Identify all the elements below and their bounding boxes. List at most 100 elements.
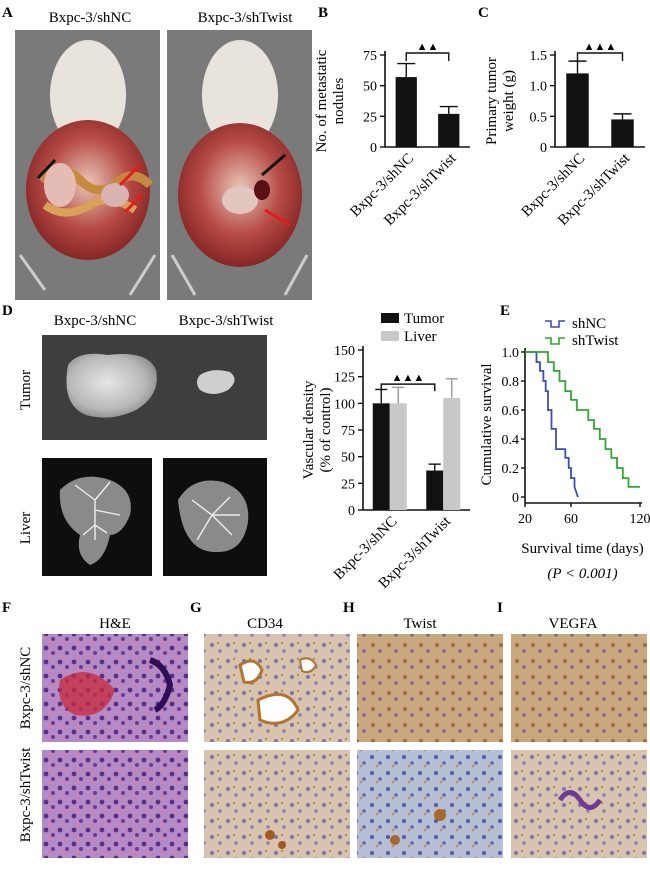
y-tick-label: 0.5 <box>530 110 548 125</box>
arrow-black-shnc <box>36 158 57 180</box>
chart-b: 0 25 50 75 No. of metastatic nodules Bxpc-3/sh… <box>314 41 470 229</box>
y-tick-label: 100 <box>334 397 355 412</box>
panel-d-col-label-shtwist: Bxpc-3/shTwist <box>179 313 275 329</box>
histology-he-shnc <box>42 634 188 742</box>
y-axis-label: Primary tumor <box>484 57 500 145</box>
arrow-red-shtwist <box>264 208 291 227</box>
survival-curve-shnc <box>525 351 579 498</box>
bar <box>395 77 417 147</box>
x-tick-label: 20 <box>518 512 532 527</box>
arrow-black-shtwist <box>261 153 286 177</box>
y-tick-label: 1.0 <box>530 80 548 95</box>
bar-tumor <box>426 470 444 510</box>
legend-label: shTwist <box>572 333 619 349</box>
tumor-image <box>42 335 267 440</box>
bar-liver <box>443 398 461 510</box>
y-tick-label: 50 <box>363 80 377 95</box>
chart-e: 0 0.2 0.4 0.6 0.8 1.0 20 60 120 Cumulative surviv… <box>479 316 650 582</box>
y-tick-label: 25 <box>363 110 377 125</box>
y-tick-label: 0.4 <box>502 433 520 448</box>
y-tick-label: 0.2 <box>502 462 520 477</box>
histology-twist-shnc <box>357 634 503 742</box>
y-tick-label: 25 <box>341 477 355 492</box>
stain-label-twist: Twist <box>403 616 437 632</box>
y-axis-label: No. of metastatic <box>314 49 330 152</box>
histology-twist-shtwist <box>357 750 503 858</box>
panel-letter-f: F <box>2 600 11 616</box>
y-tick-label: 0.8 <box>502 375 520 390</box>
panel-letter-i: I <box>497 600 503 616</box>
y-tick-label: 0 <box>540 141 547 156</box>
legend-swatch <box>545 337 565 345</box>
panel-letter-h: H <box>343 600 355 616</box>
panel-letter-d: D <box>2 303 13 319</box>
y-tick-label: 150 <box>334 344 355 359</box>
legend-label: shNC <box>572 316 606 332</box>
p-value-label: (P < 0.001) <box>547 566 617 582</box>
legend-label: Liver <box>404 329 436 345</box>
significance-marker: ▲▲ <box>417 41 439 53</box>
legend-swatch <box>381 313 399 323</box>
histology-vegfa-shtwist <box>511 750 647 858</box>
y-tick-label: 1.5 <box>530 49 548 64</box>
bar-liver <box>389 403 407 510</box>
liver-vasculature-image-shnc <box>42 458 152 576</box>
mouse-photo-shnc <box>15 30 160 300</box>
stain-label-cd34: CD34 <box>247 616 283 632</box>
y-tick-label: 75 <box>363 49 377 64</box>
y-axis-label: Vascular density <box>301 380 317 479</box>
panel-a-label-shnc: Bxpc-3/shNC <box>49 10 132 26</box>
y-tick-label: 0 <box>370 141 377 156</box>
mouse-photo-shtwist <box>167 30 312 300</box>
arrow-red-shnc-2 <box>123 193 144 214</box>
panel-letter-e: E <box>500 303 510 319</box>
histology-row-label-shtwist: Bxpc-3/shTwist <box>18 747 34 843</box>
panel-d-row-label-tumor: Tumor <box>18 370 34 410</box>
y-axis-label: nodules <box>331 78 347 125</box>
stain-label-vegfa: VEGFA <box>549 616 598 632</box>
y-tick-label: 1.0 <box>502 346 520 361</box>
histology-he-shtwist <box>42 750 188 858</box>
histology-cd34-shnc <box>204 634 350 742</box>
x-tick-label: 60 <box>564 512 578 527</box>
panel-a-label-shtwist: Bxpc-3/shTwist <box>198 10 294 26</box>
legend-swatch <box>381 331 399 341</box>
panel-letter-g: G <box>190 600 202 616</box>
x-axis-label: Survival time (days) <box>521 541 643 557</box>
histology-vegfa-shnc <box>511 634 647 742</box>
y-tick-label: 125 <box>334 371 355 386</box>
significance-bracket <box>405 52 450 61</box>
bar <box>611 119 634 147</box>
liver-vasculature-image-shtwist <box>163 458 267 576</box>
panel-d-col-label-shnc: Bxpc-3/shNC <box>54 313 137 329</box>
bar <box>438 113 460 147</box>
y-tick-label: 75 <box>341 424 355 439</box>
bar-tumor <box>372 403 390 510</box>
y-tick-label: 0 <box>512 491 519 506</box>
y-axis-label: weight (g) <box>501 70 517 132</box>
legend-label: Tumor <box>404 311 444 327</box>
y-tick-label: 0.6 <box>502 404 520 419</box>
histology-cd34-shtwist <box>204 750 350 858</box>
panel-d-row-label-liver: Liver <box>18 512 34 544</box>
significance-bracket <box>380 383 436 392</box>
panel-letter-b: B <box>318 5 328 21</box>
histology-row-label-shnc: Bxpc-3/shNC <box>18 647 34 730</box>
significance-bracket <box>576 52 624 61</box>
panel-letter-c: C <box>478 5 489 21</box>
legend-swatch <box>545 320 565 328</box>
bar <box>566 73 589 147</box>
y-axis-label: (% of control) <box>318 388 334 473</box>
x-tick-label: Bxpc-3/shTwist <box>381 150 460 229</box>
arrow-red-shnc-1 <box>118 163 142 187</box>
y-tick-label: 50 <box>341 451 355 466</box>
significance-marker: ▲▲▲ <box>584 41 617 53</box>
survival-curve-shtwist <box>525 351 640 488</box>
y-axis-label: Cumulative survival <box>479 363 495 485</box>
x-tick-label: 120 <box>630 512 650 527</box>
y-tick-label: 0 <box>348 504 355 519</box>
chart-d: 0 25 50 75 100 125 150 Vascular density (% of co… <box>301 311 470 592</box>
panel-letter-a: A <box>2 5 13 21</box>
